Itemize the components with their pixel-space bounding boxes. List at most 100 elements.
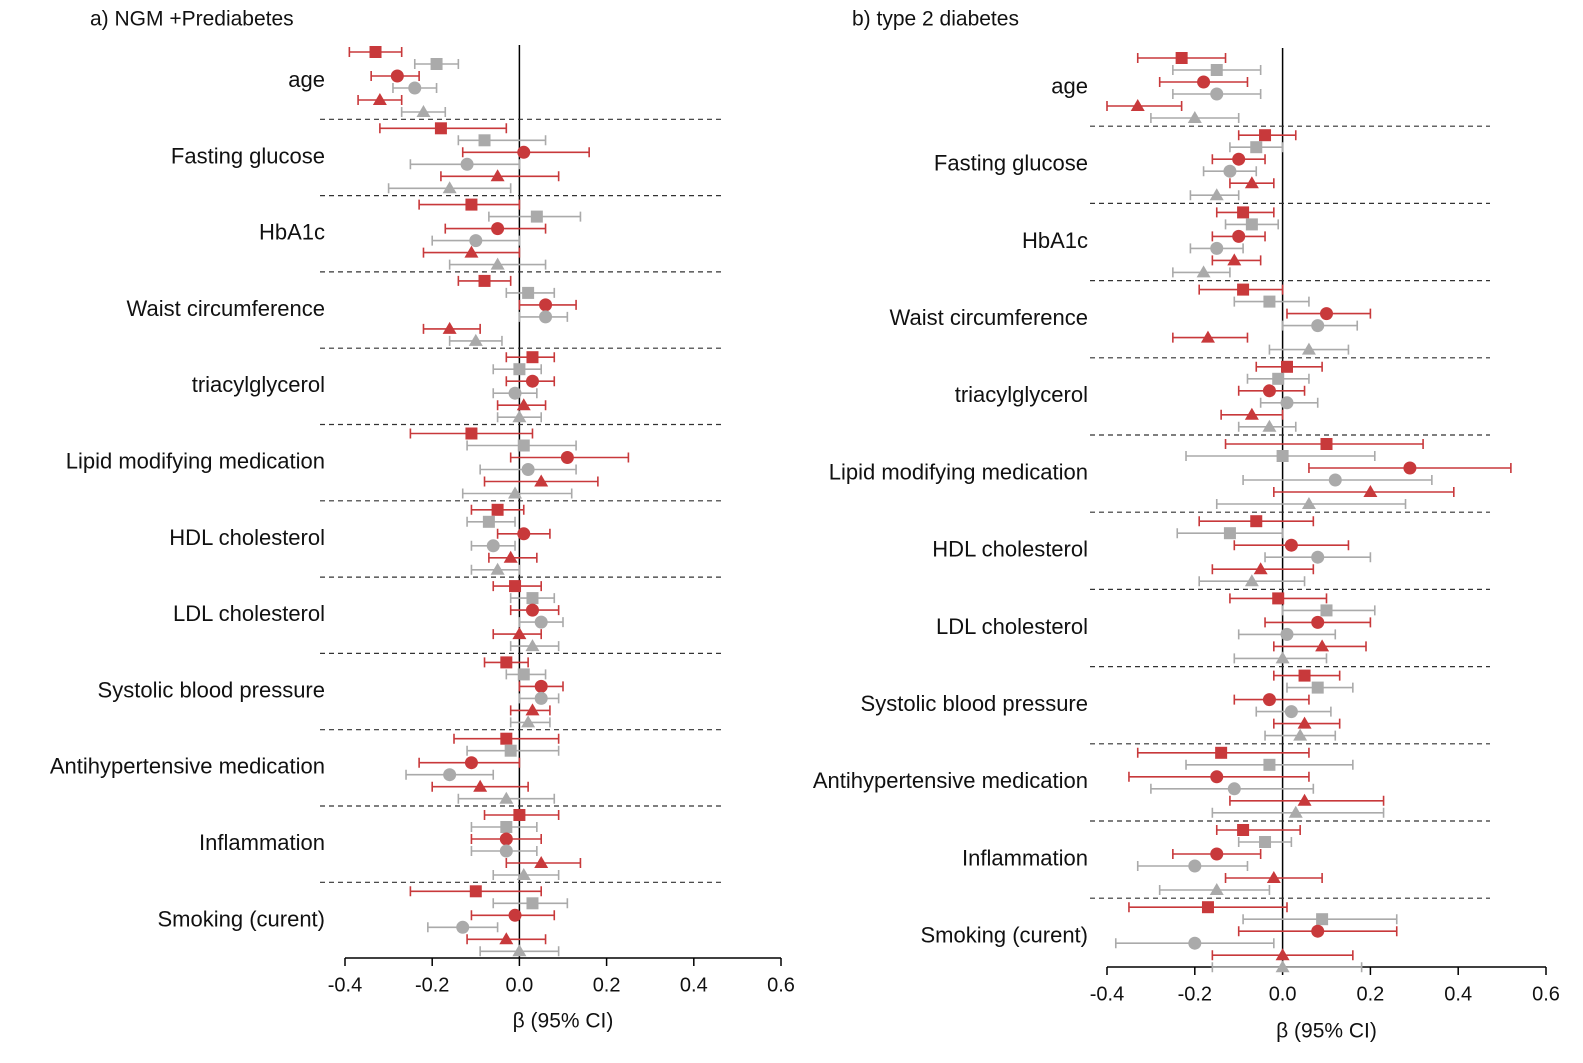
marker — [516, 868, 531, 880]
category-label: triacylglycerol — [192, 372, 325, 397]
marker — [1259, 836, 1272, 848]
marker — [1262, 384, 1276, 398]
error-bar — [1211, 962, 1363, 973]
marker — [1298, 669, 1311, 682]
marker — [1250, 141, 1263, 154]
x-tick-label: 0.2 — [593, 974, 621, 996]
marker — [490, 169, 505, 182]
marker — [456, 920, 470, 934]
marker — [499, 791, 514, 804]
marker — [534, 856, 549, 868]
marker — [1272, 592, 1285, 605]
x-axis-label: β (95% CI) — [513, 1010, 614, 1033]
marker — [416, 105, 431, 117]
marker — [1210, 241, 1224, 255]
marker — [516, 398, 531, 411]
marker — [1201, 901, 1214, 914]
marker — [1280, 627, 1294, 641]
category-label: LDL cholesterol — [936, 614, 1088, 639]
marker — [499, 832, 513, 846]
marker — [1244, 574, 1259, 587]
marker — [500, 732, 513, 745]
x-tick-label: 0.6 — [1532, 983, 1560, 1005]
marker — [434, 122, 447, 135]
marker — [1188, 936, 1202, 950]
marker — [1316, 913, 1329, 926]
marker — [534, 615, 548, 629]
marker — [1262, 693, 1276, 707]
marker — [1237, 824, 1250, 836]
marker — [517, 527, 531, 541]
category-label: HDL cholesterol — [169, 525, 325, 550]
marker — [530, 210, 543, 223]
marker — [1288, 805, 1303, 818]
category-label: Lipid modifying medication — [66, 448, 325, 473]
marker — [1227, 253, 1242, 266]
marker — [517, 439, 530, 452]
category-label: HbA1c — [259, 220, 325, 245]
category-label: Systolic blood pressure — [861, 691, 1088, 716]
marker — [369, 46, 382, 58]
marker — [1227, 782, 1241, 796]
marker — [1244, 407, 1259, 420]
marker — [1301, 342, 1316, 355]
category-label: HbA1c — [1022, 228, 1088, 253]
marker — [500, 821, 513, 833]
x-axis-label: β (95% CI) — [1276, 1020, 1377, 1043]
x-tick-label: 0.0 — [505, 974, 533, 996]
marker — [525, 703, 540, 716]
x-tick-label: 0.4 — [1444, 983, 1472, 1005]
marker — [1301, 497, 1316, 509]
marker — [1210, 847, 1224, 861]
category-label: Fasting glucose — [934, 151, 1088, 176]
category-label: Fasting glucose — [171, 143, 325, 168]
error-bar — [1273, 487, 1455, 497]
marker — [1232, 152, 1246, 166]
category-label: Antihypertensive medication — [50, 754, 325, 779]
marker — [1284, 538, 1298, 552]
marker — [539, 310, 553, 324]
marker — [1297, 793, 1312, 806]
marker — [478, 274, 491, 287]
marker — [469, 885, 482, 898]
marker — [517, 668, 530, 681]
marker — [1263, 758, 1276, 771]
marker — [1223, 527, 1236, 540]
marker — [1262, 419, 1277, 432]
marker — [1284, 705, 1298, 719]
marker — [1280, 360, 1293, 373]
marker — [1175, 52, 1188, 64]
marker — [539, 298, 553, 312]
marker — [430, 58, 443, 70]
category-label: Lipid modifying medication — [829, 459, 1088, 484]
marker — [500, 656, 513, 669]
marker — [499, 932, 514, 945]
category-label: age — [1051, 73, 1088, 98]
marker — [508, 486, 523, 499]
marker — [509, 580, 522, 593]
category-label: Systolic blood pressure — [98, 677, 325, 702]
marker — [526, 592, 539, 605]
marker — [1232, 229, 1246, 243]
marker — [1275, 960, 1290, 973]
marker — [473, 779, 488, 792]
category-label: Smoking (curent) — [157, 906, 325, 931]
marker — [478, 134, 491, 147]
marker — [1328, 473, 1342, 487]
marker — [1187, 111, 1202, 123]
marker — [468, 333, 483, 346]
marker — [512, 627, 527, 640]
category-label: Waist circumference — [127, 296, 325, 321]
marker — [1200, 330, 1215, 343]
marker — [1403, 461, 1417, 475]
x-tick-label: 0.6 — [767, 974, 795, 996]
marker — [1237, 206, 1250, 219]
error-bar — [457, 135, 547, 146]
marker — [1276, 450, 1289, 462]
marker — [390, 69, 404, 83]
x-tick-label: 0.2 — [1356, 983, 1384, 1005]
marker — [534, 474, 549, 487]
marker — [1209, 883, 1224, 895]
marker — [1245, 218, 1258, 231]
